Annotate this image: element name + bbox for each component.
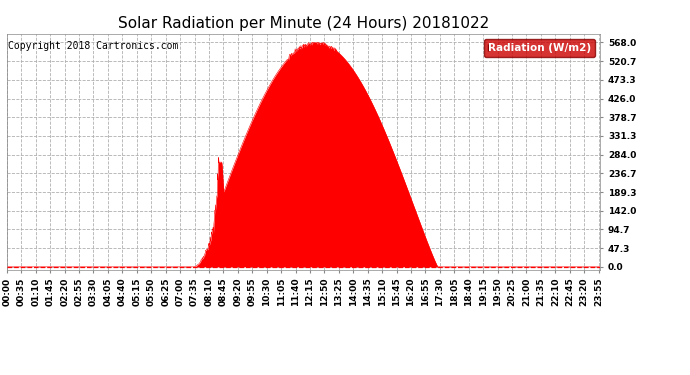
Title: Solar Radiation per Minute (24 Hours) 20181022: Solar Radiation per Minute (24 Hours) 20… [118, 16, 489, 31]
Legend: Radiation (W/m2): Radiation (W/m2) [484, 39, 595, 57]
Text: Copyright 2018 Cartronics.com: Copyright 2018 Cartronics.com [8, 41, 179, 51]
